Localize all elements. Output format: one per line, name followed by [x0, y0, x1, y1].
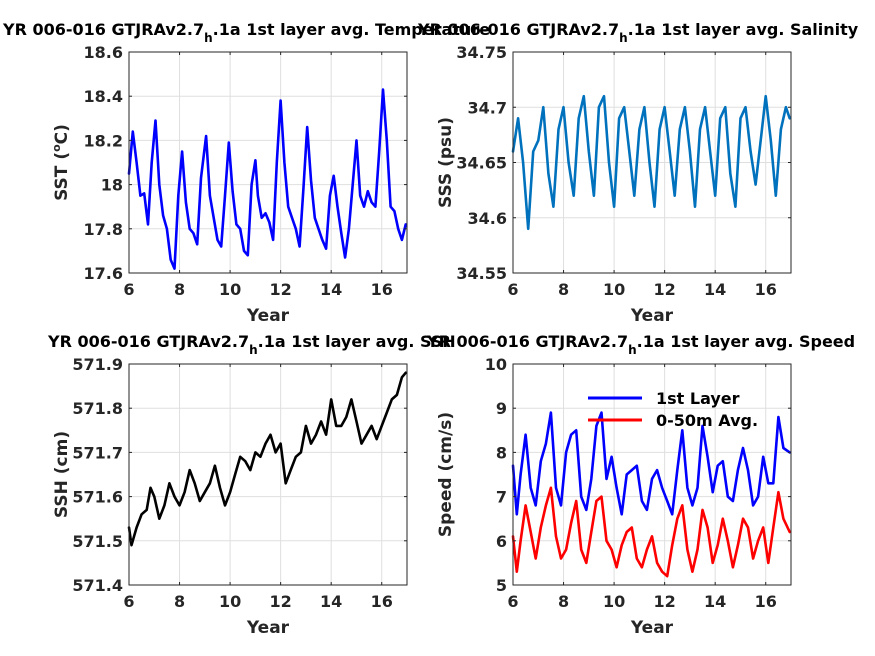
plot-area [129, 52, 407, 273]
y-tick-label: 34.55 [456, 264, 507, 283]
x-tick-label: 6 [123, 280, 134, 299]
x-tick-label: 14 [704, 592, 726, 611]
y-tick-label: 571.9 [72, 355, 123, 374]
y-tick-label: 8 [496, 443, 507, 462]
x-tick-label: 12 [270, 592, 292, 611]
y-axis-label: Speed (cm/s) [436, 412, 456, 537]
y-axis-label: SSH (cm) [52, 431, 72, 518]
y-tick-label: 10 [485, 355, 507, 374]
y-tick-label: 17.6 [84, 264, 123, 283]
x-tick-label: 12 [654, 592, 676, 611]
chart-panel-3: 6 8 10 12 14 16 571.4 571.5 571.6 571.7 571.8 571.9… [47, 332, 456, 638]
y-tick-label: 34.75 [456, 43, 507, 62]
y-tick-label: 7 [496, 488, 507, 507]
x-tick-label: 6 [507, 592, 518, 611]
x-tick-label: 16 [371, 280, 393, 299]
y-tick-label: 9 [496, 399, 507, 418]
y-tick-label: 18.2 [84, 131, 123, 150]
plot-area [129, 364, 407, 585]
y-axis-label: SST (oC) [50, 124, 72, 201]
x-axis-label: Year [630, 306, 674, 326]
y-tick-label: 34.7 [468, 98, 507, 117]
axes-box [128, 51, 408, 274]
chart-panel-2: 6 8 10 12 14 16 34.55 34.6 34.65 34.7 34.75 Year SSS… [417, 20, 859, 326]
x-tick-label: 16 [755, 592, 777, 611]
x-tick-label: 8 [174, 592, 185, 611]
y-tick-label: 571.5 [72, 532, 123, 551]
series-line-1 [511, 94, 792, 231]
y-tick-label: 571.6 [72, 488, 123, 507]
y-tick-label: 5 [496, 576, 507, 595]
series-line-1 [511, 411, 792, 516]
legend-label: 0-50m Avg. [656, 411, 758, 430]
y-tick-label: 17.8 [84, 220, 123, 239]
x-tick-label: 8 [174, 280, 185, 299]
legend: 1st Layer 0-50m Avg. [588, 389, 758, 430]
series-line-1 [127, 371, 408, 547]
x-tick-label: 12 [654, 280, 676, 299]
y-tick-label: 571.4 [72, 576, 123, 595]
x-tick-label: 8 [558, 592, 569, 611]
x-tick-label: 16 [371, 592, 393, 611]
y-tick-label: 18.4 [84, 87, 123, 106]
y-tick-label: 571.7 [72, 443, 123, 462]
x-tick-label: 10 [219, 592, 241, 611]
x-axis-label: Year [246, 618, 290, 638]
x-tick-label: 12 [270, 280, 292, 299]
y-axis-label: SSS (psu) [436, 117, 456, 208]
x-tick-label: 14 [320, 592, 342, 611]
x-tick-label: 8 [558, 280, 569, 299]
x-tick-label: 6 [507, 280, 518, 299]
x-axis-label: Year [630, 618, 674, 638]
series-line-1 [127, 88, 408, 270]
y-tick-label: 34.6 [468, 209, 507, 228]
y-tick-label: 6 [496, 532, 507, 551]
legend-label: 1st Layer [656, 389, 740, 408]
x-tick-label: 16 [755, 280, 777, 299]
y-tick-label: 18 [101, 176, 123, 195]
x-tick-label: 10 [219, 280, 241, 299]
axes-box [512, 363, 792, 586]
x-tick-label: 10 [603, 280, 625, 299]
chart-title: YR 006-016 GTJRAv2.7h.1a 1st layer avg. … [426, 332, 855, 357]
series-line-2 [511, 486, 792, 578]
x-tick-label: 6 [123, 592, 134, 611]
chart-title: YR 006-016 GTJRAv2.7h.1a 1st layer avg. … [2, 20, 490, 45]
x-tick-label: 10 [603, 592, 625, 611]
chart-panel-1: 6 8 10 12 14 16 17.6 17.8 18 18.2 18.4 18.6 Year SST … [2, 20, 490, 326]
y-tick-label: 571.8 [72, 399, 123, 418]
chart-title: YR 006-016 GTJRAv2.7h.1a 1st layer avg. … [417, 20, 859, 45]
x-tick-label: 14 [704, 280, 726, 299]
x-tick-label: 14 [320, 280, 342, 299]
axes-box [128, 363, 408, 586]
x-axis-label: Year [246, 306, 290, 326]
chart-title: YR 006-016 GTJRAv2.7h.1a 1st layer avg. … [47, 332, 456, 357]
y-tick-label: 18.6 [84, 43, 123, 62]
y-tick-label: 34.65 [456, 154, 507, 173]
